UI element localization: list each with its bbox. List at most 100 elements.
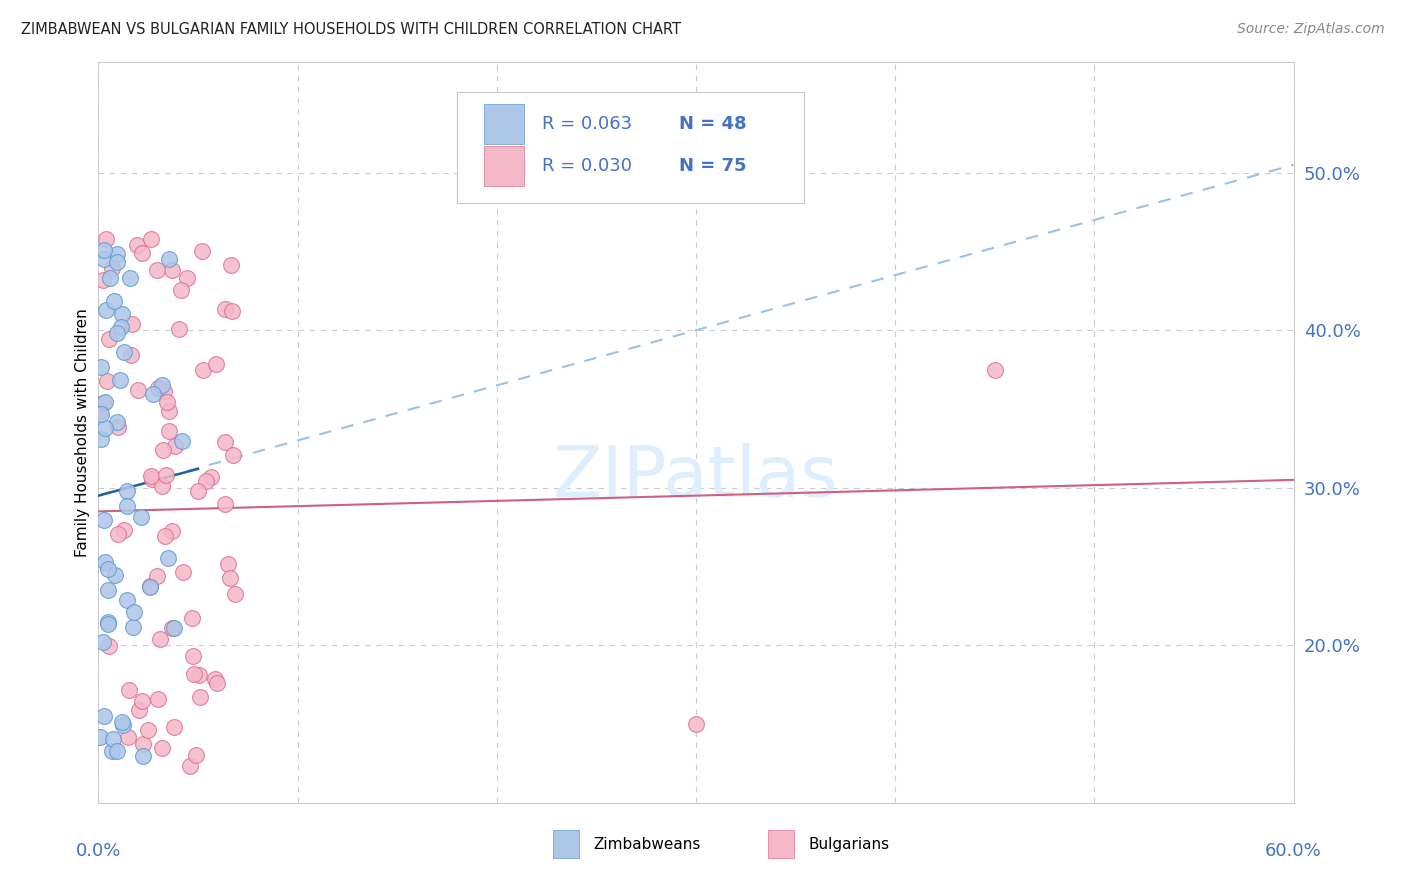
Point	[120, 348, 142, 362]
Point	[176, 271, 198, 285]
Point	[93, 709, 115, 723]
Point	[131, 694, 153, 708]
Point	[205, 357, 228, 371]
Point	[156, 394, 179, 409]
FancyBboxPatch shape	[553, 830, 579, 858]
Text: ZIPatlas: ZIPatlas	[553, 442, 839, 511]
Point	[146, 263, 169, 277]
Point	[101, 744, 124, 758]
Point	[97, 615, 120, 630]
Text: ZIMBABWEAN VS BULGARIAN FAMILY HOUSEHOLDS WITH CHILDREN CORRELATION CHART: ZIMBABWEAN VS BULGARIAN FAMILY HOUSEHOLD…	[21, 22, 681, 37]
Point	[93, 395, 115, 409]
Point	[97, 562, 120, 576]
Point	[181, 610, 204, 624]
Point	[141, 472, 163, 486]
Point	[96, 374, 118, 388]
Point	[150, 740, 173, 755]
Point	[110, 320, 132, 334]
Point	[214, 497, 236, 511]
Point	[204, 672, 226, 686]
Point	[105, 744, 128, 758]
Point	[98, 332, 121, 346]
Text: 60.0%: 60.0%	[1265, 842, 1322, 860]
Point	[91, 395, 114, 409]
FancyBboxPatch shape	[485, 145, 524, 186]
Point	[984, 362, 1007, 376]
Point	[90, 407, 112, 421]
Point	[89, 731, 111, 745]
Point	[160, 620, 183, 634]
Point	[136, 723, 159, 738]
Point	[93, 252, 115, 267]
Point	[93, 243, 115, 257]
Point	[117, 499, 139, 513]
Point	[117, 593, 139, 607]
Point	[105, 255, 128, 269]
Point	[97, 617, 120, 632]
Point	[139, 580, 162, 594]
Point	[139, 232, 162, 246]
Point	[149, 632, 172, 646]
Point	[98, 271, 121, 285]
Point	[112, 523, 135, 537]
Point	[122, 620, 145, 634]
Point	[162, 622, 184, 636]
Text: Source: ZipAtlas.com: Source: ZipAtlas.com	[1237, 22, 1385, 37]
Point	[118, 682, 141, 697]
Point	[90, 360, 112, 375]
Point	[93, 513, 115, 527]
Point	[125, 238, 148, 252]
Point	[105, 246, 128, 260]
Point	[103, 294, 125, 309]
Text: Bulgarians: Bulgarians	[808, 837, 890, 852]
Point	[172, 434, 194, 449]
Point	[165, 439, 187, 453]
Point	[188, 690, 211, 705]
Point	[219, 571, 242, 585]
Point	[112, 718, 135, 732]
Point	[157, 424, 180, 438]
Point	[117, 730, 139, 744]
Point	[217, 557, 239, 571]
Point	[221, 304, 243, 318]
Point	[121, 318, 143, 332]
FancyBboxPatch shape	[457, 92, 804, 203]
Point	[191, 244, 214, 258]
Point	[219, 258, 242, 272]
Text: N = 48: N = 48	[679, 115, 747, 133]
Point	[157, 252, 180, 266]
Point	[127, 384, 149, 398]
Point	[111, 308, 134, 322]
Point	[90, 432, 112, 446]
Point	[163, 720, 186, 734]
Point	[222, 448, 245, 462]
Point	[94, 421, 117, 435]
Point	[146, 691, 169, 706]
Point	[103, 567, 125, 582]
Point	[153, 384, 176, 399]
Point	[111, 714, 134, 729]
Point	[101, 261, 124, 276]
Point	[193, 362, 215, 376]
Point	[105, 415, 128, 429]
Point	[128, 703, 150, 717]
Point	[205, 676, 228, 690]
FancyBboxPatch shape	[485, 103, 524, 145]
Point	[129, 510, 152, 524]
Point	[148, 381, 170, 395]
Point	[115, 483, 138, 498]
Point	[214, 301, 236, 316]
Point	[187, 483, 209, 498]
Point	[132, 737, 155, 751]
Point	[139, 468, 162, 483]
Point	[214, 434, 236, 449]
Point	[93, 273, 115, 287]
Point	[172, 565, 194, 579]
Point	[157, 551, 180, 566]
Point	[94, 303, 117, 318]
Point	[114, 345, 136, 359]
Text: R = 0.063: R = 0.063	[541, 115, 631, 133]
Point	[93, 555, 115, 569]
Point	[224, 587, 246, 601]
Point	[118, 271, 141, 285]
